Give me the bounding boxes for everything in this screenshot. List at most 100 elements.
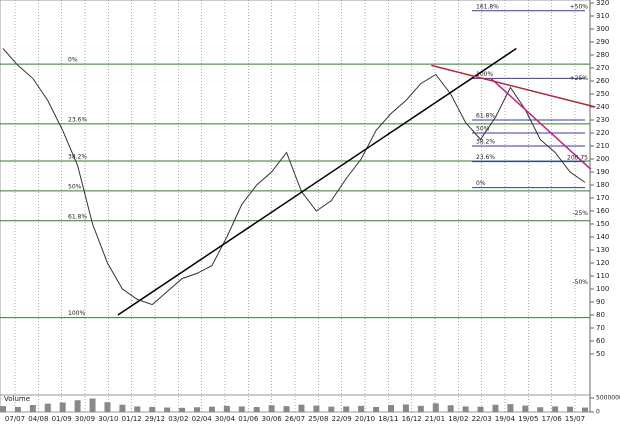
fib-label-right: 0% bbox=[476, 180, 486, 187]
side-label: -25% bbox=[572, 210, 588, 217]
volume-bar bbox=[238, 406, 245, 412]
volume-bar bbox=[417, 405, 424, 412]
y-tick-label: 150 bbox=[596, 220, 609, 228]
y-tick-label: 320 bbox=[596, 0, 609, 7]
y-tick-label: 260 bbox=[596, 77, 609, 85]
volume-tick-label: 0 bbox=[596, 409, 600, 416]
fib-label: 100% bbox=[68, 310, 85, 317]
y-tick-label: 50 bbox=[596, 350, 605, 358]
x-tick-label: 03/02 bbox=[168, 415, 188, 423]
x-tick-label: 16/12 bbox=[402, 415, 422, 423]
plot-frame bbox=[0, 0, 591, 413]
y-tick-label: 190 bbox=[596, 168, 609, 176]
x-tick-label: 19/04 bbox=[495, 415, 516, 423]
volume-bar bbox=[522, 405, 529, 412]
x-tick-label: 18/11 bbox=[378, 415, 398, 423]
side-label: +25% bbox=[570, 75, 589, 82]
volume-bar bbox=[402, 404, 409, 412]
fib-label: 38.2% bbox=[68, 153, 87, 160]
volume-bar bbox=[492, 404, 499, 412]
x-tick-label: 22/09 bbox=[332, 415, 352, 423]
x-tick-label: 01/06 bbox=[238, 415, 259, 423]
volume-bar bbox=[89, 398, 96, 412]
volume-bar bbox=[537, 407, 544, 412]
fib-label: 23.6% bbox=[68, 116, 87, 123]
volume-bar bbox=[447, 405, 454, 412]
volume-bar bbox=[432, 403, 439, 412]
side-label: +50% bbox=[570, 3, 589, 10]
x-tick-label: 25/08 bbox=[308, 415, 328, 423]
volume-bar bbox=[164, 407, 171, 412]
fib-label: 50% bbox=[68, 183, 82, 190]
fib-label-right: 61.8% bbox=[476, 113, 495, 120]
fib-label: 61.8% bbox=[68, 213, 87, 220]
x-tick-label: 22/03 bbox=[472, 415, 492, 423]
fib-label-right: 23.6% bbox=[476, 154, 495, 161]
y-tick-label: 290 bbox=[596, 38, 609, 46]
volume-bar bbox=[208, 406, 215, 412]
volume-label: Volume bbox=[4, 395, 30, 403]
x-tick-label: 29/12 bbox=[145, 415, 165, 423]
y-tick-label: 300 bbox=[596, 25, 609, 33]
volume-bar bbox=[388, 405, 394, 412]
y-tick-label: 230 bbox=[596, 116, 609, 124]
y-tick-label: 210 bbox=[596, 142, 609, 150]
volume-bar bbox=[149, 406, 156, 412]
fib-label-right: 161.8% bbox=[476, 3, 499, 10]
volume-bar bbox=[373, 406, 380, 412]
volume-bar bbox=[134, 406, 141, 412]
x-tick-label: 18/02 bbox=[448, 415, 468, 423]
fib-label: 0% bbox=[68, 57, 78, 64]
y-tick-label: 110 bbox=[596, 272, 609, 280]
y-tick-label: 280 bbox=[596, 51, 609, 59]
y-tick-label: 240 bbox=[596, 103, 609, 111]
volume-bar bbox=[507, 404, 514, 412]
volume-bar bbox=[283, 406, 290, 412]
x-tick-label: 04/08 bbox=[28, 415, 48, 423]
volume-bar bbox=[74, 400, 81, 412]
price-line bbox=[2, 48, 586, 306]
volume-bar bbox=[223, 405, 230, 412]
x-tick-label: 26/07 bbox=[285, 415, 305, 423]
y-tick-label: 170 bbox=[596, 194, 609, 202]
volume-bar bbox=[358, 405, 365, 412]
y-tick-label: 160 bbox=[596, 207, 609, 215]
x-tick-label: 02/04 bbox=[192, 415, 213, 423]
volume-bar bbox=[14, 406, 21, 412]
x-tick-label: 30/10 bbox=[98, 415, 118, 423]
fib-label-right: 100% bbox=[476, 71, 493, 78]
y-tick-label: 310 bbox=[596, 12, 609, 20]
y-tick-label: 200 bbox=[596, 155, 609, 163]
y-tick-label: 100 bbox=[596, 285, 609, 293]
volume-bar bbox=[194, 407, 200, 412]
x-tick-label: 07/07 bbox=[5, 415, 25, 423]
volume-bar bbox=[567, 406, 574, 412]
y-tick-label: 270 bbox=[596, 64, 609, 72]
volume-bar bbox=[59, 402, 66, 412]
trend-line bbox=[431, 64, 596, 108]
trend-line bbox=[117, 47, 517, 316]
y-tick-label: 220 bbox=[596, 129, 609, 137]
y-tick-label: 80 bbox=[596, 311, 605, 319]
x-tick-label: 01/09 bbox=[52, 415, 72, 423]
y-tick-label: 130 bbox=[596, 246, 609, 254]
fib-label-right: 50% bbox=[476, 126, 490, 133]
x-tick-label: 19/05 bbox=[518, 415, 538, 423]
y-tick-label: 140 bbox=[596, 233, 609, 241]
side-label: 200.75 bbox=[567, 155, 588, 162]
volume-bar bbox=[582, 407, 588, 412]
fib-label-right: 38.2% bbox=[476, 139, 495, 146]
volume-bar bbox=[44, 403, 51, 412]
y-tick-label: 120 bbox=[596, 259, 609, 267]
volume-bar bbox=[268, 405, 275, 412]
volume-bar bbox=[0, 406, 6, 412]
volume-bar bbox=[313, 405, 320, 412]
volume-bar bbox=[343, 406, 350, 412]
x-tick-label: 30/06 bbox=[262, 415, 283, 423]
y-tick-label: 180 bbox=[596, 181, 609, 189]
y-tick-label: 60 bbox=[596, 337, 605, 345]
volume-bar bbox=[119, 404, 126, 412]
x-tick-label: 17/06 bbox=[542, 415, 563, 423]
